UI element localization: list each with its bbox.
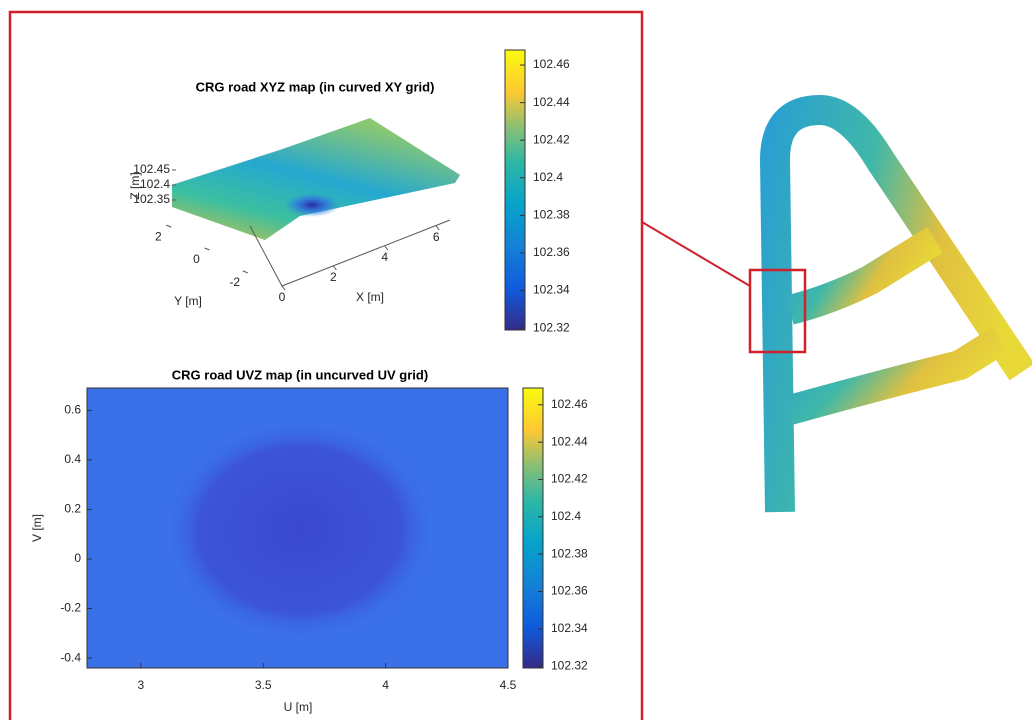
manhole — [165, 420, 435, 640]
colorbar-tick-label: 102.38 — [533, 208, 570, 222]
chart-title: CRG road UVZ map (in uncurved UV grid) — [172, 367, 428, 382]
x-tick-label: 2 — [330, 270, 337, 284]
pothole — [284, 193, 340, 217]
colorbar-tick-label: 102.32 — [551, 658, 588, 672]
colorbar-tick-label: 102.42 — [533, 132, 570, 146]
x-axis-label: X [m] — [356, 290, 384, 304]
z-tick-label: 102.35 — [133, 192, 170, 206]
colorbar-tick-label: 102.34 — [533, 283, 570, 297]
road-map — [760, 95, 1032, 513]
x-tick — [332, 265, 337, 271]
colorbar — [522, 387, 544, 669]
colorbar-tick-label: 102.36 — [533, 245, 570, 259]
x-tick-label: 3.5 — [255, 678, 272, 692]
z-tick-label: 102.45 — [133, 162, 170, 176]
axis-line — [249, 225, 283, 287]
colorbar-tick-label: 102.36 — [551, 584, 588, 598]
y-tick-label: -0.4 — [60, 650, 81, 664]
surface — [172, 118, 460, 240]
y-tick-label: -0.2 — [60, 601, 81, 615]
chart-title: CRG road XYZ map (in curved XY grid) — [196, 79, 435, 94]
x-tick-label: 6 — [433, 230, 440, 244]
colorbar-tick-label: 102.4 — [551, 509, 581, 523]
surface-plot — [171, 118, 461, 287]
x-tick — [384, 245, 389, 251]
y-tick — [242, 270, 248, 274]
y-tick-label: 0.6 — [64, 402, 81, 416]
x-tick — [281, 285, 286, 291]
x-axis-label: U [m] — [284, 700, 313, 714]
colorbar-tick-label: 102.44 — [551, 434, 588, 448]
x-tick-label: 4 — [382, 678, 389, 692]
x-tick-label: 0 — [279, 290, 286, 304]
x-tick — [435, 225, 440, 231]
colorbar-tick-label: 102.42 — [551, 472, 588, 486]
colorbar-tick-label: 102.46 — [551, 397, 588, 411]
x-tick-label: 4 — [381, 250, 388, 264]
zoom-box — [748, 268, 807, 354]
y-tick-label: 0.4 — [64, 452, 81, 466]
colorbar-tick-label: 102.38 — [551, 546, 588, 560]
colorbar — [504, 49, 526, 331]
y-axis-label: Y [m] — [174, 294, 202, 308]
colorbar-tick-label: 102.32 — [533, 320, 570, 334]
x-tick-label: 3 — [138, 678, 145, 692]
y-tick-label: 0 — [74, 551, 81, 565]
y-tick-label: -2 — [229, 275, 240, 289]
y-tick-label: 0.2 — [64, 502, 81, 516]
colorbar-tick-label: 102.4 — [533, 170, 563, 184]
z-axis-label: Z [m] — [128, 172, 142, 199]
y-tick-label: 0 — [193, 252, 200, 266]
y-tick — [204, 247, 210, 251]
x-tick-label: 4.5 — [500, 678, 517, 692]
zoom-frame — [8, 10, 644, 720]
colorbar-tick-label: 102.44 — [533, 95, 570, 109]
axis-line — [281, 219, 451, 287]
zoom-link — [641, 221, 751, 287]
y-tick — [166, 224, 172, 228]
axes-box — [86, 387, 509, 669]
y-axis-label: V [m] — [30, 514, 44, 542]
colorbar-tick-label: 102.34 — [551, 621, 588, 635]
colorbar-tick-label: 102.46 — [533, 57, 570, 71]
z-tick-label: 102.4 — [140, 177, 170, 191]
y-tick-label: 2 — [155, 229, 162, 243]
